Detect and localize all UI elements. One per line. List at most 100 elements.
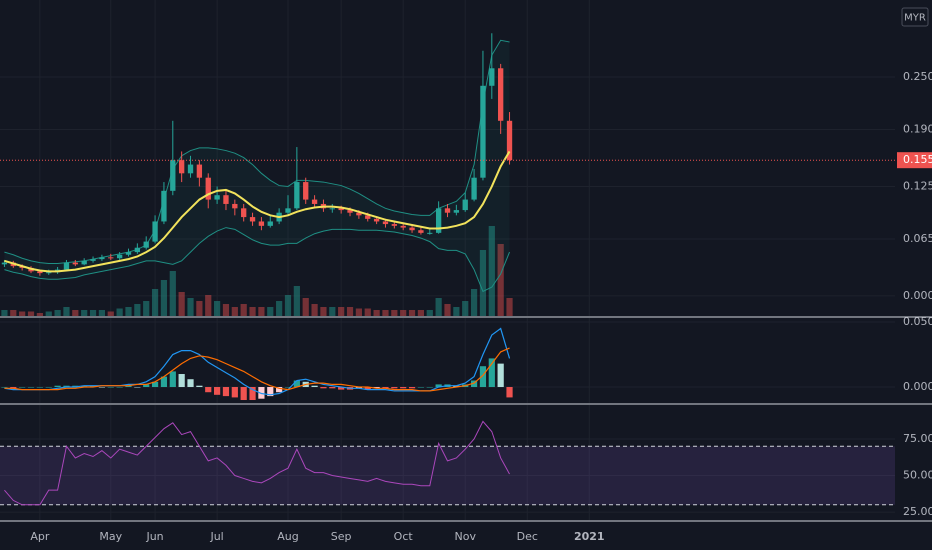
volume-bar — [116, 308, 123, 316]
volume-bar — [506, 298, 513, 316]
histogram-bar — [497, 363, 504, 388]
candle-body — [435, 208, 442, 233]
histogram-bar — [63, 385, 70, 388]
histogram-bar — [488, 358, 495, 388]
histogram-bar — [151, 381, 159, 388]
volume-bar — [98, 310, 106, 316]
volume-bar — [488, 226, 495, 316]
y-tick-label: 0.250 — [903, 70, 932, 83]
candle-body — [462, 199, 468, 211]
histogram-bar — [27, 387, 35, 388]
histogram-bar — [107, 387, 114, 388]
candle-body — [347, 210, 353, 213]
candle-body — [409, 227, 415, 231]
volume-bar — [1, 310, 8, 316]
histogram-bar — [240, 387, 247, 401]
volume-bar — [453, 307, 460, 316]
candle-body — [223, 195, 229, 204]
candle-body — [214, 195, 220, 200]
volume-bar — [444, 304, 451, 316]
volume-bar — [160, 280, 168, 316]
candle-body — [506, 120, 513, 161]
volume-bar — [302, 298, 309, 316]
volume-bar — [81, 310, 88, 316]
candle-body — [258, 221, 265, 226]
histogram-bar — [435, 384, 442, 388]
histogram-bar — [479, 366, 487, 388]
volume-bar — [382, 310, 389, 316]
histogram-bar — [222, 387, 230, 397]
currency: MYR — [904, 13, 926, 24]
histogram-bar — [391, 387, 398, 389]
volume-bar — [479, 250, 487, 316]
x-tick-label: Dec — [517, 530, 538, 543]
x-tick-label: Jul — [209, 530, 223, 543]
histogram-bar — [382, 387, 389, 389]
volume-bar — [417, 310, 425, 316]
volume-bar — [267, 307, 274, 316]
histogram-bar — [205, 387, 212, 393]
histogram-bar — [338, 387, 345, 390]
last-price-tag — [897, 152, 932, 169]
histogram-bar — [231, 387, 238, 398]
x-tick-label: Aug — [277, 530, 298, 543]
volume-bar — [435, 298, 442, 316]
candle-body — [373, 218, 380, 222]
candle-body — [46, 272, 52, 274]
volume-bar — [293, 286, 300, 316]
histogram-bar — [169, 371, 176, 388]
histogram-bar — [196, 385, 203, 388]
histogram-bar — [267, 387, 274, 397]
basis-line — [4, 150, 511, 273]
candle-body — [1, 262, 8, 265]
candle-body — [116, 254, 123, 259]
volume-bar — [373, 310, 380, 316]
candle-body — [294, 182, 300, 209]
volume-bar — [36, 313, 43, 316]
histogram-bar — [10, 387, 17, 389]
candle-body — [81, 260, 87, 265]
candle-body — [143, 241, 149, 248]
band-fill — [4, 40, 510, 292]
histogram-bar — [72, 385, 79, 388]
histogram-bar — [417, 387, 425, 388]
rsi-line — [4, 420, 510, 506]
histogram-bar — [373, 387, 380, 389]
candle-body — [480, 85, 486, 178]
volume-bar — [134, 304, 141, 316]
candle-body — [72, 262, 78, 265]
histogram-bar — [19, 387, 26, 388]
volume-bar — [89, 310, 97, 316]
last-price-label: 0.155 — [903, 153, 932, 166]
candle-body — [382, 221, 389, 225]
candle-body — [453, 210, 460, 213]
volume-bar — [169, 271, 176, 316]
candle-body — [303, 182, 309, 200]
y-tick-label: 50.00 — [903, 469, 932, 482]
candle-body — [196, 164, 203, 178]
candle-body — [444, 208, 451, 213]
rsi-band — [0, 446, 895, 505]
volume-bar — [240, 304, 247, 316]
volume-bar — [408, 310, 416, 316]
candle-body — [179, 160, 185, 174]
histogram-bar — [249, 387, 256, 401]
histogram-bar — [45, 387, 52, 388]
candle-body — [205, 177, 211, 200]
y-tick-label: 75.00 — [903, 432, 932, 445]
candle-body — [285, 208, 291, 213]
volume-bar — [27, 311, 35, 316]
histogram-bar — [400, 387, 407, 389]
candle-body — [418, 230, 424, 233]
y-tick-label: 0.065 — [903, 232, 932, 245]
currency-box — [901, 7, 929, 27]
histogram-bar — [143, 384, 150, 388]
y-tick-label: 0.050 — [903, 315, 932, 328]
histogram-bar — [426, 387, 433, 388]
volume-bar — [107, 311, 114, 316]
histogram-bar — [178, 374, 185, 388]
histogram-bar — [408, 387, 416, 389]
histogram-bar — [81, 385, 88, 388]
histogram-bar — [293, 380, 300, 388]
